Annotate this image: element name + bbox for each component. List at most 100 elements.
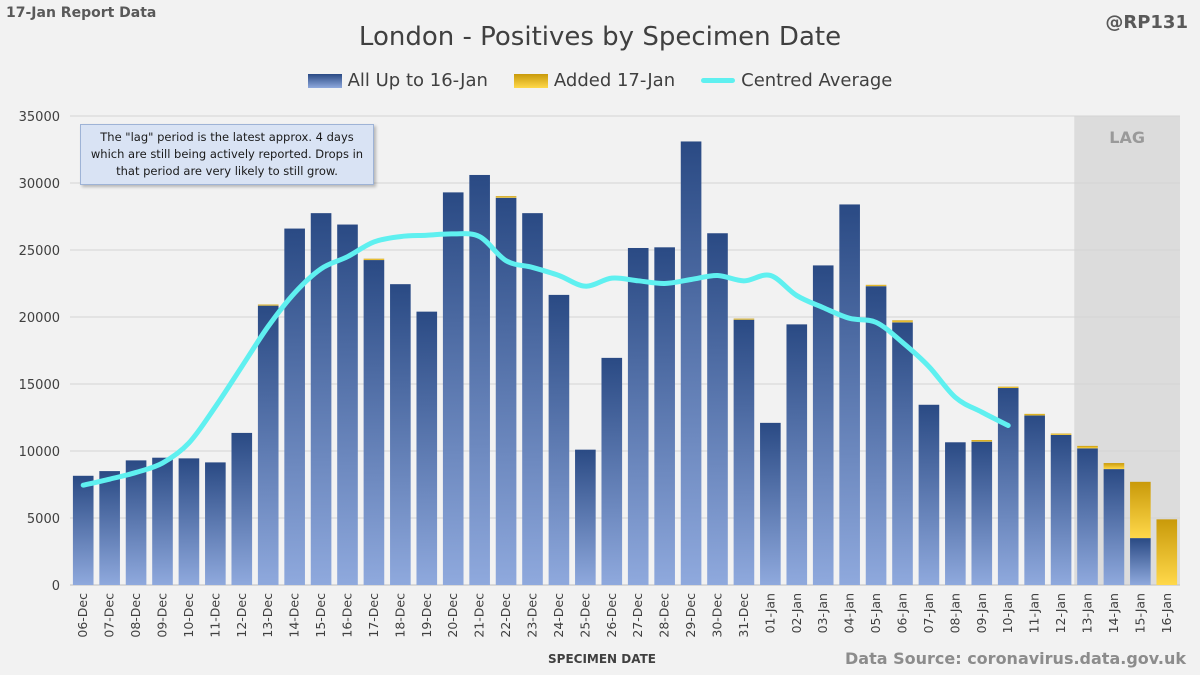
bar-all-05-Jan [865,286,887,585]
bar-added-22-Dec [495,196,517,198]
x-tick-label: 14-Dec [287,593,302,638]
bar-all-02-Jan [786,324,808,585]
bar-all-20-Dec [442,192,464,585]
x-tick-label: 06-Jan [895,593,910,633]
bar-all-14-Dec [284,228,305,585]
bar-all-23-Dec [522,213,543,585]
bar-all-30-Dec [707,233,728,585]
x-tick-label: 27-Dec [630,593,645,638]
legend-label-all: All Up to 16-Jan [347,70,488,91]
bar-all-12-Jan [1050,434,1072,585]
bar-added-09-Jan [971,440,993,442]
x-tick-label: 06-Dec [75,593,90,638]
x-tick-label: 24-Dec [551,593,566,638]
legend-swatch-all [307,73,342,88]
bar-all-11-Dec [205,462,226,585]
bar-added-14-Jan [1103,463,1125,470]
x-tick-label: 15-Dec [313,593,328,638]
x-tick-label: 21-Dec [472,593,487,638]
author-handle: @RP131 [1105,12,1188,33]
bar-all-07-Jan [918,404,940,585]
x-tick-label: 28-Dec [657,593,672,638]
x-tick-label: 19-Dec [419,593,434,638]
legend-item-added: Added 17-Jan [513,70,675,91]
bar-all-22-Dec [495,197,517,586]
bar-added-17-Dec [363,258,385,261]
bar-all-07-Dec [99,471,120,585]
y-tick-label: 30000 [19,177,60,192]
bar-all-13-Jan [1077,448,1098,585]
legend-label-average: Centred Average [741,70,893,91]
x-tick-label: 12-Dec [234,593,249,638]
legend-swatch-average [701,78,736,83]
x-tick-label: 10-Jan [1000,593,1015,633]
bar-all-15-Jan [1130,538,1151,585]
x-tick-label: 31-Dec [736,593,751,638]
y-tick-label: 35000 [19,110,60,125]
x-tick-label: 13-Dec [260,593,275,638]
bar-added-11-Jan [1024,413,1045,416]
centred-average-line [80,231,1011,488]
x-tick-label: 22-Dec [498,593,513,638]
y-tick-label: 0 [52,579,60,594]
x-tick-label: 10-Dec [181,593,196,638]
bar-all-12-Dec [231,432,253,585]
x-tick-label: 08-Jan [947,593,962,633]
bar-added-15-Jan [1130,481,1151,539]
bar-all-10-Jan [997,388,1019,585]
y-tick-label: 25000 [19,244,60,259]
x-tick-label: 26-Dec [604,593,619,638]
bar-all-13-Dec [257,305,279,585]
bar-all-09-Dec [152,457,173,585]
bar-all-06-Jan [892,322,913,585]
x-tick-label: 29-Dec [683,593,698,638]
legend-swatch-added [513,73,548,88]
report-date-label: 17-Jan Report Data [6,5,157,21]
bar-all-17-Dec [363,260,385,585]
bar-all-25-Dec [575,449,596,585]
x-tick-label: 11-Dec [207,593,222,638]
x-tick-label: 13-Jan [1080,593,1095,633]
x-tick-label: 15-Jan [1132,593,1147,633]
x-tick-label: 12-Jan [1053,593,1068,633]
x-tick-label: 14-Jan [1106,593,1121,633]
x-tick-label: 05-Jan [868,593,883,633]
bar-all-18-Dec [390,284,411,585]
legend-item-all: All Up to 16-Jan [307,70,488,91]
x-tick-label: 17-Dec [366,593,381,638]
x-tick-label: 16-Jan [1159,593,1174,633]
chart-legend: All Up to 16-Jan Added 17-Jan Centred Av… [0,70,1200,91]
x-tick-label: 30-Dec [710,593,725,638]
x-tick-label: 18-Dec [392,593,407,638]
bar-all-06-Dec [72,475,94,585]
x-tick-label: 25-Dec [577,593,592,638]
x-tick-label: 07-Jan [921,593,936,633]
chart-title: London - Positives by Specimen Date [358,22,842,52]
bar-all-15-Dec [310,213,332,585]
bar-added-13-Dec [257,304,279,306]
bar-added-16-Jan [1156,519,1178,585]
bar-all-14-Jan [1103,469,1125,585]
bar-all-29-Dec [680,141,702,585]
bar-all-08-Jan [945,442,966,585]
bar-all-16-Dec [337,224,358,586]
x-tick-label: 02-Jan [789,593,804,633]
legend-item-average: Centred Average [701,70,892,91]
y-tick-label: 15000 [19,378,60,393]
bar-added-31-Dec [733,318,755,320]
bar-all-21-Dec [469,174,490,585]
x-tick-label: 03-Jan [815,593,830,633]
x-tick-label: 01-Jan [762,593,777,633]
bar-all-03-Jan [812,265,834,585]
x-axis-title: SPECIMEN DATE [548,652,656,666]
x-tick-label: 23-Dec [525,593,540,638]
bar-all-04-Jan [839,204,860,585]
x-tick-label: 09-Jan [974,593,989,633]
bar-added-10-Jan [997,386,1019,389]
x-tick-label: 08-Dec [128,593,143,638]
bar-all-11-Jan [1024,415,1045,585]
bar-all-10-Dec [178,458,200,585]
bar-all-08-Dec [125,460,147,585]
